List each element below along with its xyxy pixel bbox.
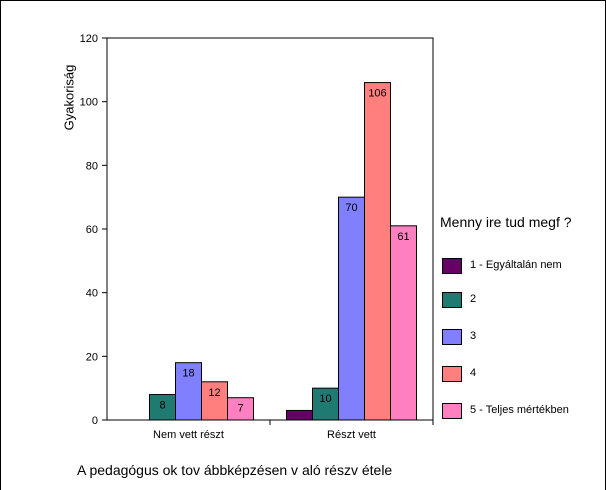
data-label: 61 <box>397 231 409 243</box>
y-tick-label: 80 <box>86 160 98 172</box>
bar <box>312 387 339 421</box>
y-tick-label: 60 <box>86 224 98 236</box>
bar <box>227 397 254 421</box>
legend-title: Menny ire tud megf ? <box>440 214 572 230</box>
bar <box>286 409 313 421</box>
x-axis-title: A pedagógus ok tov ábbképzésen v aló rés… <box>77 462 393 478</box>
y-tick-label: 40 <box>86 288 98 300</box>
y-tick-label: 100 <box>80 97 98 109</box>
y-tick-label: 0 <box>92 415 98 427</box>
legend-label: 4 <box>470 367 477 379</box>
x-tick-label: Részt vett <box>327 429 376 441</box>
data-label: 10 <box>319 393 331 405</box>
data-label: 7 <box>237 403 243 415</box>
data-label: 106 <box>368 88 386 100</box>
data-label: 70 <box>345 202 357 214</box>
legend-swatch <box>442 403 462 419</box>
legend-swatch <box>442 292 462 308</box>
bar <box>390 225 417 421</box>
y-tick-label: 20 <box>86 351 98 363</box>
legend-label: 5 - Teljes mértékben <box>470 404 569 416</box>
legend-label: 3 <box>470 330 477 342</box>
bar <box>338 196 365 421</box>
data-label: 12 <box>208 387 220 399</box>
x-tick-label: Nem vett részt <box>153 429 224 441</box>
legend-swatch <box>442 329 462 345</box>
data-label: 8 <box>159 400 165 412</box>
bar <box>201 381 228 421</box>
legend-label: 2 <box>470 293 477 305</box>
legend-swatch <box>442 258 462 274</box>
y-tick-label: 120 <box>80 33 98 45</box>
legend-swatch <box>442 366 462 382</box>
legend-label: 1 - Egyáltalán nem <box>470 259 562 271</box>
bar <box>364 82 391 421</box>
y-axis-label: Gyakoriság <box>61 64 77 131</box>
data-label: 18 <box>182 368 194 380</box>
